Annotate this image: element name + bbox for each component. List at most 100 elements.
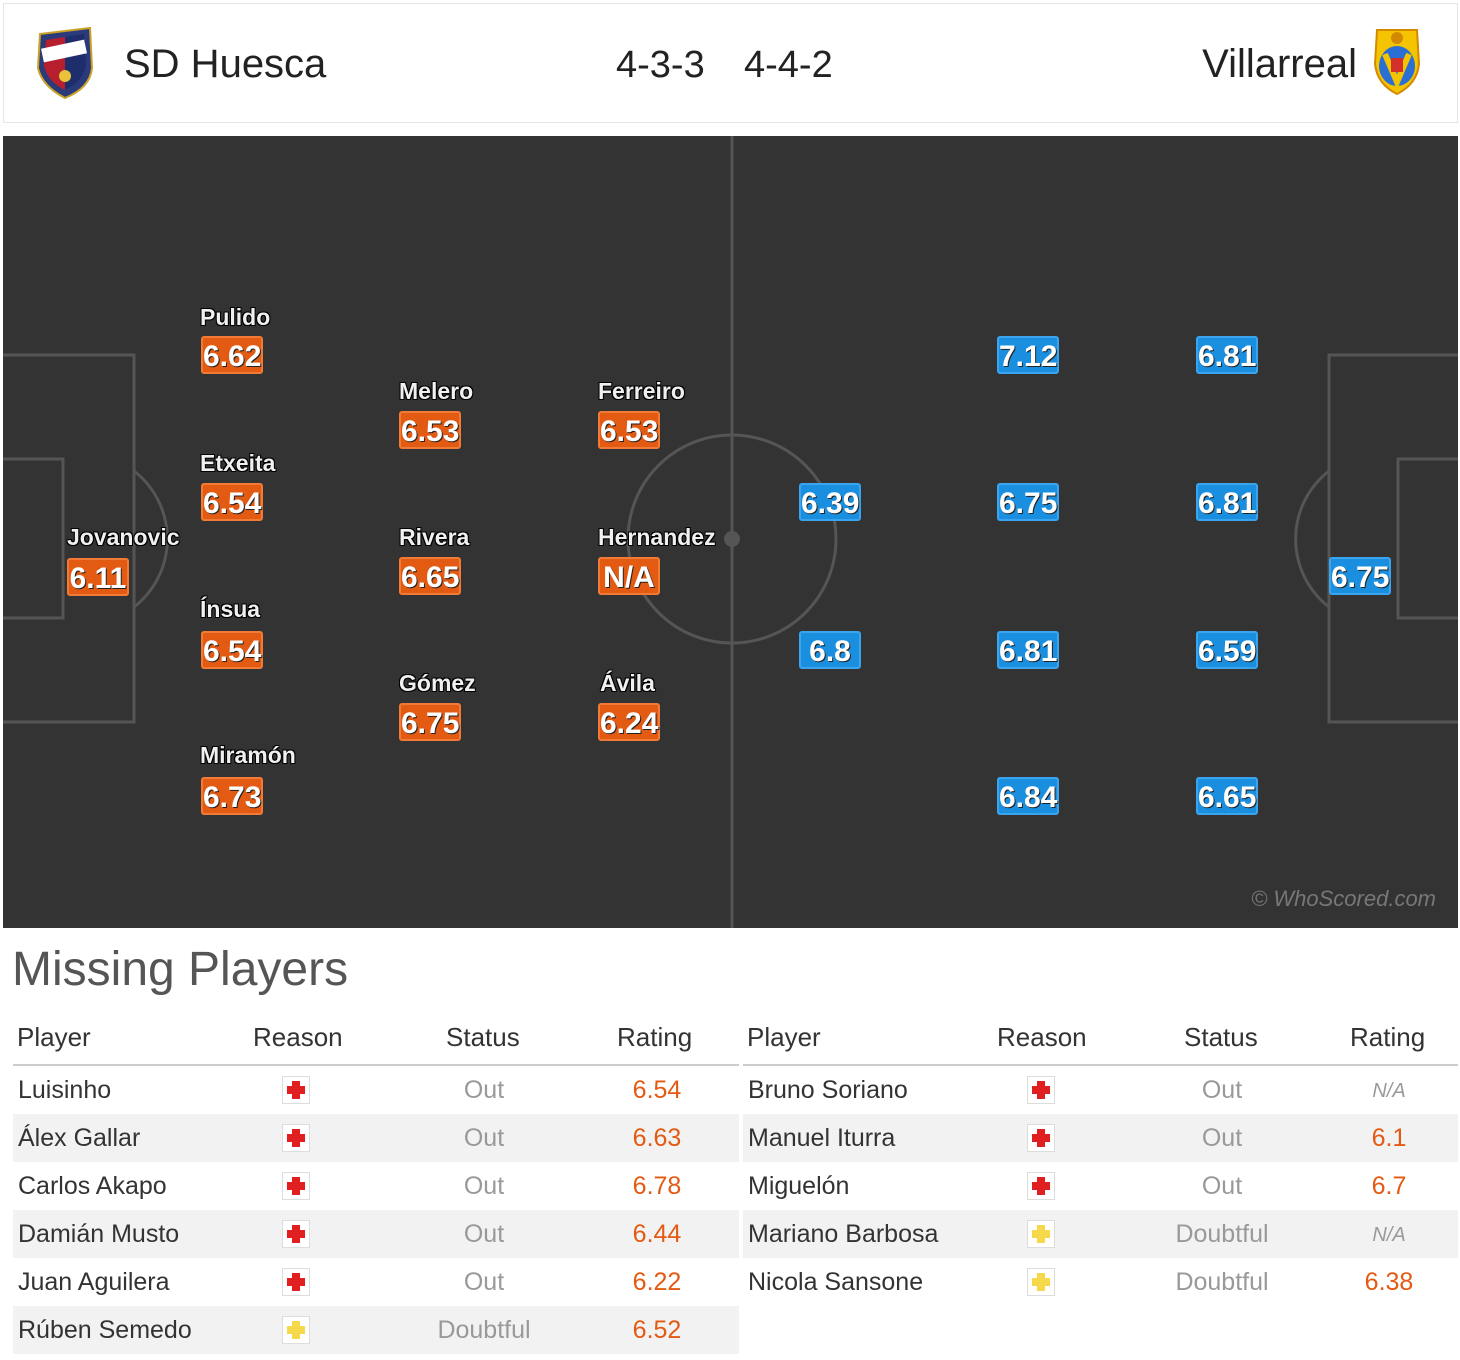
injury-icon xyxy=(1027,1076,1055,1104)
missing-player-name[interactable]: Álex Gallar xyxy=(18,1124,141,1152)
home-missing-table: Player Reason Status Rating Luisinho Out 6… xyxy=(13,1014,739,1354)
injury-icon xyxy=(282,1124,310,1152)
missing-status: Out xyxy=(1201,1076,1243,1104)
player-rating: 6.75 xyxy=(1329,557,1391,595)
missing-player-name[interactable]: Bruno Soriano xyxy=(748,1076,908,1104)
missing-player-name[interactable]: Mariano Barbosa xyxy=(748,1220,939,1248)
player-rating: 6.62 xyxy=(201,336,263,374)
player-rating: 6.8 xyxy=(799,631,861,669)
villarreal-crest-icon[interactable] xyxy=(1367,24,1427,103)
missing-status: Doubtful xyxy=(1175,1220,1269,1248)
player-rating: 6.65 xyxy=(399,557,461,595)
player-name[interactable]: Hernandez xyxy=(598,524,716,550)
match-header: SD Huesca 4-3-3 4-4-2 Villarreal xyxy=(3,3,1458,123)
pitch-lines xyxy=(3,136,1458,928)
player-name[interactable]: Gómez xyxy=(399,670,476,696)
missing-player-name[interactable]: Manuel Iturra xyxy=(748,1124,896,1152)
player-rating: 6.11 xyxy=(67,558,129,596)
player-name[interactable]: Pulido xyxy=(200,304,271,330)
col-rating[interactable]: Rating xyxy=(617,1022,693,1052)
player-rating: 6.65 xyxy=(1196,777,1258,815)
missing-rating: 6.52 xyxy=(632,1316,682,1344)
table-row: Nicola Sansone Doubtful 6.38 xyxy=(743,1258,1458,1306)
missing-status: Out xyxy=(1201,1172,1243,1200)
away-team-name[interactable]: Villarreal xyxy=(1202,42,1357,86)
table-row: Bruno Soriano Out N/A xyxy=(743,1066,1458,1114)
home-formation: 4-3-3 xyxy=(616,44,705,86)
table-row: Rúben Semedo Doubtful 6.52 xyxy=(13,1306,739,1354)
injury-icon xyxy=(282,1268,310,1296)
col-reason[interactable]: Reason xyxy=(253,1022,343,1052)
player-rating: 6.73 xyxy=(201,777,263,815)
player-name[interactable]: Miramón xyxy=(200,742,296,768)
missing-rating: 6.22 xyxy=(632,1268,682,1296)
missing-status: Doubtful xyxy=(1175,1268,1269,1296)
table-row: Carlos Akapo Out 6.78 xyxy=(13,1162,739,1210)
player-name[interactable]: Ávila xyxy=(600,670,655,696)
col-rating[interactable]: Rating xyxy=(1350,1022,1426,1052)
missing-player-name[interactable]: Juan Aguilera xyxy=(18,1268,170,1296)
player-rating: 6.75 xyxy=(997,483,1059,521)
table-row: Miguelón Out 6.7 xyxy=(743,1162,1458,1210)
col-status[interactable]: Status xyxy=(446,1022,520,1052)
player-rating: 6.81 xyxy=(997,631,1059,669)
missing-status: Out xyxy=(463,1172,505,1200)
player-rating: 6.24 xyxy=(598,703,660,741)
player-rating: 6.81 xyxy=(1196,336,1258,374)
player-name[interactable]: Ínsua xyxy=(200,596,261,622)
missing-rating: 6.63 xyxy=(632,1124,682,1152)
col-player[interactable]: Player xyxy=(747,1022,821,1052)
player-rating: 7.12 xyxy=(997,336,1059,374)
missing-rating: 6.78 xyxy=(632,1172,682,1200)
missing-player-name[interactable]: Miguelón xyxy=(748,1172,850,1200)
missing-status: Doubtful xyxy=(437,1316,531,1344)
col-reason[interactable]: Reason xyxy=(997,1022,1087,1052)
missing-player-name[interactable]: Rúben Semedo xyxy=(18,1316,192,1344)
player-name[interactable]: Melero xyxy=(399,378,474,404)
injury-icon xyxy=(282,1172,310,1200)
missing-status: Out xyxy=(463,1124,505,1152)
missing-rating: N/A xyxy=(1372,1224,1406,1246)
missing-rating: 6.7 xyxy=(1371,1172,1407,1200)
missing-player-name[interactable]: Damián Musto xyxy=(18,1220,180,1248)
missing-status: Out xyxy=(1201,1124,1243,1152)
doubtful-icon xyxy=(1027,1268,1055,1296)
col-status[interactable]: Status xyxy=(1184,1022,1258,1052)
missing-player-name[interactable]: Nicola Sansone xyxy=(748,1268,924,1296)
missing-rating: 6.44 xyxy=(632,1220,682,1248)
missing-rating: N/A xyxy=(1372,1080,1406,1102)
away-missing-table: Player Reason Status Rating Bruno Sorian… xyxy=(743,1014,1458,1306)
missing-rating: 6.1 xyxy=(1371,1124,1407,1152)
player-rating: 6.53 xyxy=(399,411,461,449)
away-missing-rows: Bruno Soriano Out N/A Manuel Iturra Out 6.1 Mi… xyxy=(743,1066,1458,1306)
missing-player-name[interactable]: Carlos Akapo xyxy=(18,1172,167,1200)
player-rating: 6.54 xyxy=(201,483,263,521)
missing-status: Out xyxy=(463,1076,505,1104)
player-rating: 6.81 xyxy=(1196,483,1258,521)
player-name[interactable]: Rivera xyxy=(399,524,470,550)
injury-icon xyxy=(1027,1172,1055,1200)
home-team-name[interactable]: SD Huesca xyxy=(124,42,327,86)
missing-status: Out xyxy=(463,1268,505,1296)
missing-player-name[interactable]: Luisinho xyxy=(18,1076,112,1104)
pitch: Jovanovic 6.11 Pulido 6.62 Etxeita 6.54 Ínsua 6… xyxy=(3,136,1458,928)
missing-players-title: Missing Players xyxy=(12,943,349,996)
doubtful-icon xyxy=(282,1316,310,1344)
missing-rating: 6.38 xyxy=(1364,1268,1414,1296)
player-rating: 6.59 xyxy=(1196,631,1258,669)
injury-icon xyxy=(282,1076,310,1104)
player-name[interactable]: Etxeita xyxy=(200,450,276,476)
player-rating: 6.53 xyxy=(598,411,660,449)
injury-icon xyxy=(282,1220,310,1248)
player-rating: 6.84 xyxy=(997,777,1059,815)
watermark: © WhoScored.com xyxy=(1251,886,1436,911)
missing-rating: 6.54 xyxy=(632,1076,682,1104)
table-header: Player Reason Status Rating xyxy=(13,1014,739,1066)
table-header: Player Reason Status Rating xyxy=(743,1014,1458,1066)
injury-icon xyxy=(1027,1124,1055,1152)
table-row: Álex Gallar Out 6.63 xyxy=(13,1114,739,1162)
huesca-crest-icon[interactable] xyxy=(34,24,96,105)
player-name[interactable]: Ferreiro xyxy=(598,378,685,404)
col-player[interactable]: Player xyxy=(17,1022,91,1052)
player-name[interactable]: Jovanovic xyxy=(67,524,180,550)
